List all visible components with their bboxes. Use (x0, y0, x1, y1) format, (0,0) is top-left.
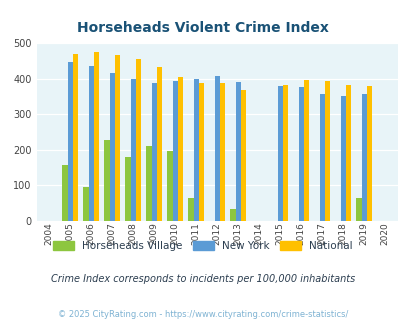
Bar (172, 81, 177, 221)
Bar (366, 86, 371, 221)
Bar (193, 79, 198, 221)
Bar (340, 96, 345, 221)
Bar (319, 94, 324, 221)
Bar (94, 52, 99, 221)
Bar (130, 79, 135, 221)
Bar (167, 151, 172, 221)
Bar (156, 68, 162, 221)
Bar (88, 66, 94, 221)
Bar (298, 87, 303, 221)
Bar (72, 54, 78, 221)
Bar (230, 209, 235, 221)
Bar (361, 93, 366, 221)
Bar (115, 55, 120, 221)
Bar (125, 157, 130, 221)
Bar (62, 165, 67, 221)
Bar (219, 83, 224, 221)
Bar (345, 85, 350, 221)
Legend: Horseheads Village, New York, National: Horseheads Village, New York, National (53, 241, 352, 251)
Bar (282, 84, 288, 221)
Bar (151, 83, 156, 221)
Bar (303, 80, 308, 221)
Text: © 2025 CityRating.com - https://www.cityrating.com/crime-statistics/: © 2025 CityRating.com - https://www.city… (58, 310, 347, 319)
Bar (67, 62, 72, 221)
Bar (356, 198, 361, 221)
Bar (177, 77, 183, 221)
Bar (146, 146, 151, 221)
Bar (83, 186, 88, 221)
Bar (198, 83, 204, 221)
Bar (135, 59, 141, 221)
Bar (214, 77, 219, 221)
Bar (277, 86, 282, 221)
Bar (109, 73, 115, 221)
Bar (324, 81, 329, 221)
Bar (104, 140, 109, 221)
Bar (188, 198, 193, 221)
Bar (240, 90, 245, 221)
Bar (235, 82, 240, 221)
Text: Crime Index corresponds to incidents per 100,000 inhabitants: Crime Index corresponds to incidents per… (51, 274, 354, 284)
Text: Horseheads Violent Crime Index: Horseheads Violent Crime Index (77, 21, 328, 35)
